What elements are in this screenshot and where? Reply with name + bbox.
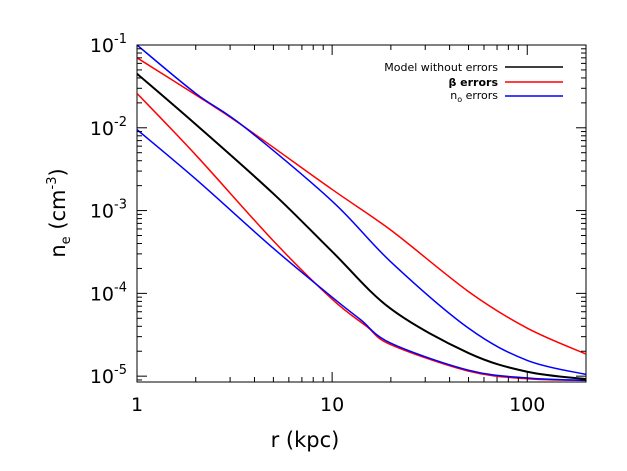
x-axis-title: r (kpc) (271, 428, 340, 452)
plot-area (136, 44, 587, 383)
x-tick-label: 100 (509, 394, 545, 416)
series-line-4 (137, 129, 586, 382)
y-tick-label: 10-5 (90, 363, 127, 388)
series-line-1 (137, 57, 586, 355)
legend-label-n0: no errors (450, 89, 498, 104)
axis-ticks (136, 44, 587, 382)
series-line-3 (137, 45, 586, 376)
x-tick-label: 10 (320, 394, 344, 416)
legend: Model without errors β errors no errors (384, 61, 563, 104)
legend-label-beta: β errors (448, 76, 498, 89)
series-layer (137, 45, 586, 382)
y-tick-label: 10-1 (90, 32, 127, 57)
y-tick-label: 10-2 (90, 115, 127, 140)
series-line-2 (137, 92, 586, 382)
series-line-0 (137, 72, 586, 381)
legend-label-model: Model without errors (384, 61, 498, 74)
y-tick-label: 10-4 (90, 280, 127, 305)
x-tick-label: 1 (131, 394, 143, 416)
plot-frame (136, 44, 587, 383)
tick-labels: 1 10 100 10-5 10-4 10-3 10-2 10-1 (90, 32, 546, 416)
y-axis-title: ne (cm-3) (45, 168, 74, 257)
y-tick-label: 10-3 (90, 198, 127, 223)
